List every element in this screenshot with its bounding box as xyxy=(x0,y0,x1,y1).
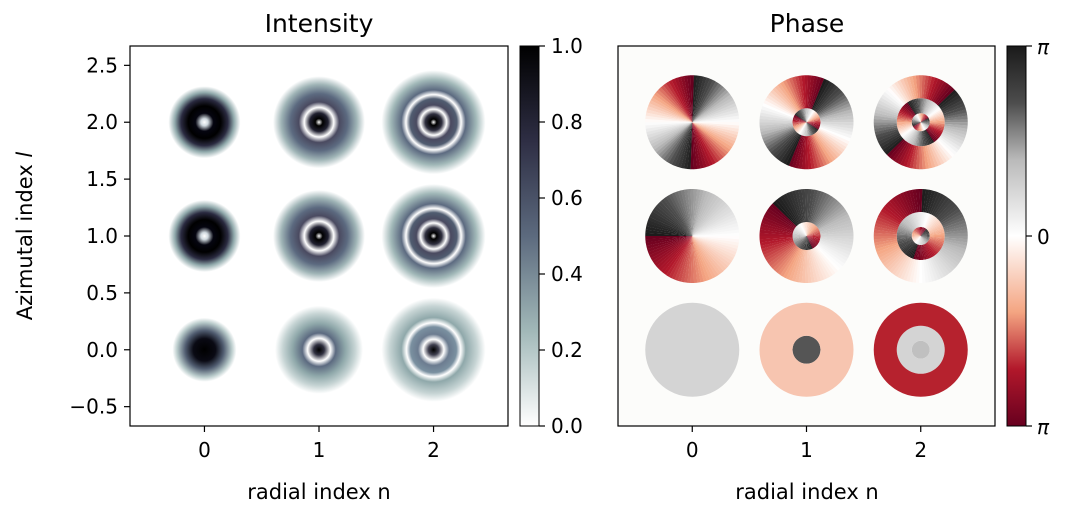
intensity-y-tick-label: 2.0 xyxy=(86,110,118,134)
intensity-mode-n1-l1 xyxy=(273,190,365,282)
intensity-mode-n1-l2 xyxy=(273,76,365,169)
phase-mode-n0-l2 xyxy=(645,75,740,170)
intensity-x-tick-label: 2 xyxy=(427,438,440,462)
phase-colorbar-gradient xyxy=(1006,45,1027,427)
phase-mode-n1-l0 xyxy=(759,302,854,397)
phase-x-tick-label: 2 xyxy=(914,438,927,462)
intensity-x-axis-label: radial index n xyxy=(247,480,390,504)
phase-colorbar: π 0 π xyxy=(1006,35,1050,439)
intensity-y-tick-label: 1.5 xyxy=(86,167,118,191)
phase-plot-area xyxy=(617,45,996,427)
phase-mode-n2-l2 xyxy=(873,75,968,170)
phase-x-tick-label: 0 xyxy=(686,438,699,462)
phase-colorbar-tick-label: π xyxy=(1037,35,1050,59)
phase-colorbar-ticks: π 0 π xyxy=(1026,35,1050,439)
phase-mode-n0-l1 xyxy=(645,189,740,283)
intensity-colorbar-tick-label: 1.0 xyxy=(551,34,583,58)
intensity-x-tick-label: 1 xyxy=(313,438,326,462)
intensity-colorbar-tick-label: 0.4 xyxy=(551,262,583,286)
phase-x-ticks: 0 1 2 xyxy=(686,426,927,462)
y-axis-label-symbol: l xyxy=(13,152,37,158)
intensity-mode-n1-l0 xyxy=(275,305,363,394)
intensity-y-tick-label: 0.0 xyxy=(86,338,118,362)
intensity-mode-n0-l0 xyxy=(172,317,237,382)
phase-mode-n2-l1 xyxy=(873,189,968,283)
intensity-colorbar-tick-label: 0.8 xyxy=(551,110,583,134)
intensity-mode-n2-l1 xyxy=(381,184,486,288)
intensity-y-axis-label: Azimutal index l xyxy=(13,152,37,321)
intensity-mode-n0-l1 xyxy=(168,200,241,272)
intensity-modes xyxy=(168,70,486,402)
intensity-x-tick-label: 0 xyxy=(198,438,211,462)
phase-modes xyxy=(645,75,968,397)
intensity-y-tick-label: 1.0 xyxy=(86,224,118,248)
intensity-x-ticks: 0 1 2 xyxy=(198,426,440,462)
phase-x-tick-label: 1 xyxy=(800,438,813,462)
intensity-colorbar-ticks: 0.0 0.2 0.4 0.6 0.8 1.0 xyxy=(539,34,583,438)
intensity-colorbar-tick-label: 0.2 xyxy=(551,338,583,362)
intensity-y-ticks: −0.5 0.0 0.5 1.0 1.5 2.0 2.5 xyxy=(69,53,130,419)
intensity-colorbar-tick-label: 0.0 xyxy=(551,414,583,438)
phase-mode-n2-l0 xyxy=(873,302,968,397)
phase-title: Phase xyxy=(770,9,845,38)
intensity-colorbar-gradient xyxy=(519,45,540,427)
phase-mode-n0-l0 xyxy=(645,302,740,397)
phase-mode-n1-l1 xyxy=(759,189,854,283)
phase-colorbar-tick-label: 0 xyxy=(1037,225,1050,249)
intensity-colorbar-tick-label: 0.6 xyxy=(551,186,583,210)
intensity-mode-n2-l2 xyxy=(381,70,486,175)
y-axis-label-text: Azimutal index xyxy=(13,158,37,321)
intensity-plot-area xyxy=(129,45,509,427)
phase-x-axis-label: radial index n xyxy=(735,480,878,504)
intensity-y-tick-label: 0.5 xyxy=(86,281,118,305)
intensity-colorbar: 0.0 0.2 0.4 0.6 0.8 1.0 xyxy=(519,34,583,438)
intensity-y-tick-label: 2.5 xyxy=(86,53,118,77)
intensity-mode-n0-l2 xyxy=(168,86,241,159)
phase-mode-n1-l2 xyxy=(759,75,854,170)
phase-colorbar-tick-label: π xyxy=(1037,415,1050,439)
intensity-mode-n2-l0 xyxy=(381,297,486,402)
intensity-y-tick-label: −0.5 xyxy=(69,395,118,419)
intensity-title: Intensity xyxy=(265,9,374,38)
